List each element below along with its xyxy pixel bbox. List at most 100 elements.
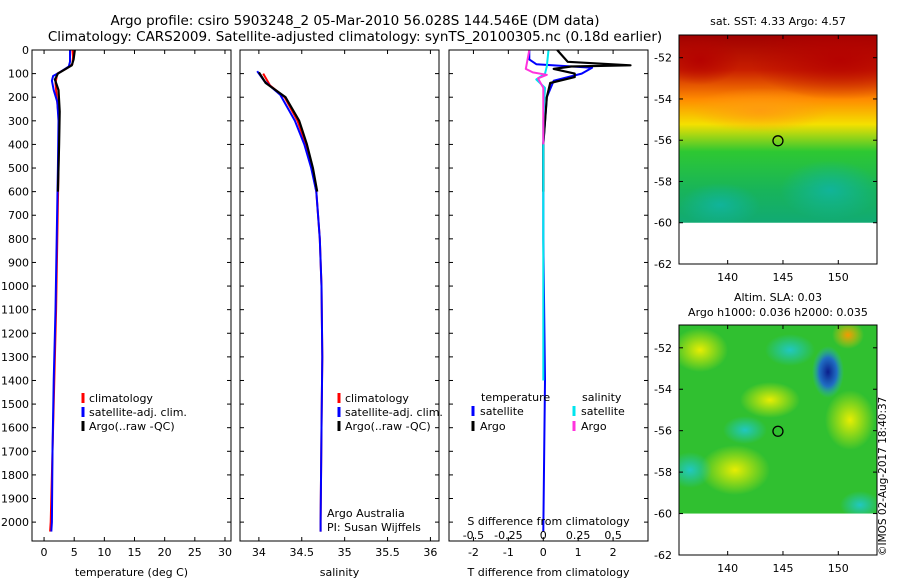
plot-frame	[239, 49, 440, 542]
y-tick-label: 100	[8, 68, 29, 81]
legend-label: satellite-adj. clim.	[345, 406, 443, 419]
map-x-tick-label: 150	[828, 562, 849, 575]
x-tick-label: -2	[468, 546, 479, 559]
series-line-argo-raw-qc-	[53, 49, 76, 192]
salinity-tick-label: 0.5	[604, 529, 622, 542]
map-panel-2: -52 -54 -56 -58 -60 -62 140 145 150 Altim. SLA: 0…	[654, 291, 878, 575]
x-tick-label: 1	[575, 546, 582, 559]
map-y-tick-label: -60	[654, 508, 672, 521]
legend-title-salinity: salinity	[582, 391, 622, 404]
profile-panel-2: 34 34.5 35 35.5 36 salinity climatologysatelli…	[239, 49, 443, 579]
series-line-salinity-argo	[524, 49, 548, 145]
legend-label: Argo(..raw -QC)	[89, 420, 175, 433]
profile-panel-1: 0100200300400500600700800900100011001200…	[1, 44, 232, 579]
salinity-tick-label: 0	[540, 529, 547, 542]
x-tick-label: 35.5	[375, 546, 400, 559]
y-tick-label: 1100	[1, 304, 29, 317]
argo-australia-note: Argo Australia	[327, 507, 405, 520]
y-tick-label: 1900	[1, 493, 29, 506]
plot-frame	[448, 49, 649, 542]
series-line-argo-raw-qc-	[257, 71, 319, 192]
sst-map-image	[679, 35, 877, 229]
profile-panel-3: -2 -1 0 1 2 T difference from climatology -0.5…	[448, 49, 649, 579]
x-axis-label: temperature (deg C)	[75, 566, 188, 579]
map-x-tick-label: 140	[717, 562, 738, 575]
y-tick-label: 2000	[1, 516, 29, 529]
argo-location-marker	[772, 425, 784, 437]
y-tick-label: 1200	[1, 327, 29, 340]
map-nodata-area	[679, 222, 877, 264]
x-tick-label: 36	[423, 546, 437, 559]
sla-map-subtitle: Argo h1000: 0.036 h2000: 0.035	[688, 306, 868, 319]
sla-map-title: Altim. SLA: 0.03	[734, 291, 822, 304]
map-y-tick-label: -56	[654, 134, 672, 147]
x-tick-label: 34	[252, 546, 266, 559]
x-tick-label: 30	[218, 546, 232, 559]
x-tick-label: 35	[338, 546, 352, 559]
salinity-tick-label: -0.25	[494, 529, 522, 542]
series-line-climatology	[262, 73, 324, 532]
x-axis-label: salinity	[320, 566, 360, 579]
y-tick-label: 1400	[1, 374, 29, 387]
x-tick-label: 10	[97, 546, 111, 559]
y-tick-label: 1300	[1, 351, 29, 364]
map-x-tick-label: 150	[828, 271, 849, 284]
map-y-tick-label: -52	[654, 52, 672, 65]
legend-label: satellite-adj. clim.	[89, 406, 187, 419]
x-tick-label: 34.5	[290, 546, 315, 559]
legend-title-temperature: temperature	[481, 391, 550, 404]
chart-title-line1: Argo profile: csiro 5903248_2 05-Mar-201…	[110, 13, 600, 29]
x-tick-label: 20	[158, 546, 172, 559]
legend-label: climatology	[89, 392, 153, 405]
map-panel-1: -52 -54 -56 -58 -60 -62 140 145 150 sat. SST: 4.3…	[654, 15, 878, 284]
sla-map-image	[679, 325, 877, 519]
legend-label: climatology	[345, 392, 409, 405]
x-tick-label: 0	[41, 546, 48, 559]
y-tick-label: 1700	[1, 445, 29, 458]
y-tick-label: 800	[8, 233, 29, 246]
salinity-axis-label: S difference from climatology	[467, 515, 630, 528]
map-frame	[678, 324, 878, 556]
y-tick-label: 700	[8, 209, 29, 222]
map-y-tick-label: -54	[654, 93, 672, 106]
pi-name-note: PI: Susan Wijffels	[327, 521, 421, 534]
chart-title-line2: Climatology: CARS2009. Satellite-adjuste…	[47, 29, 663, 45]
map-nodata-area	[679, 513, 877, 555]
y-tick-label: 1600	[1, 422, 29, 435]
legend-label: Argo	[480, 420, 506, 433]
y-tick-label: 1800	[1, 469, 29, 482]
series-line-satellite-adj-clim-	[256, 70, 324, 532]
map-y-tick-label: -58	[654, 466, 672, 479]
map-y-tick-label: -62	[654, 258, 672, 271]
map-x-tick-label: 145	[772, 271, 793, 284]
map-x-tick-label: 140	[717, 271, 738, 284]
x-tick-label: 2	[610, 546, 617, 559]
x-tick-label: 0	[540, 546, 547, 559]
y-tick-label: 600	[8, 186, 29, 199]
y-tick-label: 0	[22, 44, 29, 57]
x-tick-label: 5	[71, 546, 78, 559]
x-axis-label: T difference from climatology	[467, 566, 630, 579]
map-y-tick-label: -52	[654, 342, 672, 355]
y-tick-label: 900	[8, 256, 29, 269]
y-tick-label: 1500	[1, 398, 29, 411]
x-tick-label: -1	[503, 546, 514, 559]
sst-map-title: sat. SST: 4.33 Argo: 4.57	[710, 15, 846, 28]
salinity-tick-label: -0.5	[463, 529, 484, 542]
map-y-tick-label: -56	[654, 425, 672, 438]
argo-location-marker	[772, 135, 784, 147]
series-line-temperature-argo	[542, 49, 632, 192]
legend-label: satellite	[581, 405, 625, 418]
y-tick-label: 400	[8, 138, 29, 151]
y-tick-label: 200	[8, 91, 29, 104]
map-y-tick-label: -58	[654, 175, 672, 188]
legend-label: satellite	[480, 405, 524, 418]
plot-frame	[31, 49, 232, 542]
x-tick-label: 25	[188, 546, 202, 559]
y-tick-label: 500	[8, 162, 29, 175]
map-x-tick-label: 145	[772, 562, 793, 575]
map-y-tick-label: -62	[654, 549, 672, 562]
series-line-temperature-satellite	[528, 50, 594, 532]
map-frame	[678, 34, 878, 265]
